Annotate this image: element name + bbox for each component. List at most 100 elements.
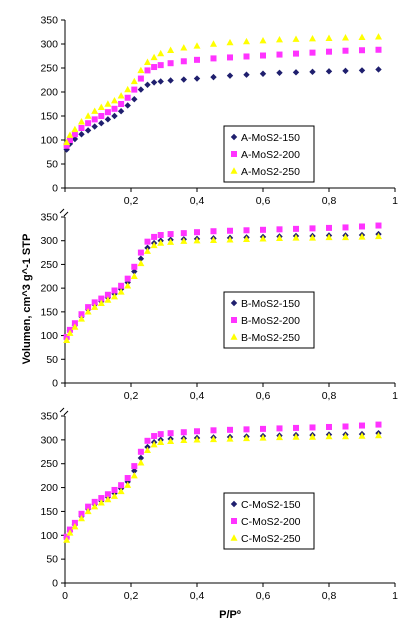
data-point (97, 299, 105, 307)
data-point (104, 291, 111, 298)
series-C-MoS2-200 (63, 421, 382, 540)
data-point (259, 70, 267, 77)
data-point (78, 510, 85, 517)
data-point (117, 92, 125, 99)
legend: B-MoS2-150 B-MoS2-200 B-MoS2-250 (223, 291, 315, 349)
data-point (243, 53, 250, 60)
x-tick-label: 1 (392, 195, 398, 207)
y-tick-label: 250 (40, 259, 58, 271)
data-point (260, 52, 266, 59)
data-point (137, 75, 144, 82)
data-point (358, 33, 366, 40)
y-tick-label: 100 (40, 330, 58, 342)
data-point (243, 227, 250, 234)
x-tick-label: 0 (62, 590, 68, 602)
data-point (91, 303, 99, 310)
data-point (309, 49, 316, 56)
data-point (84, 112, 92, 119)
data-point (293, 225, 299, 232)
legend-marker (231, 151, 237, 157)
series-B-MoS2-150 (63, 230, 382, 342)
legend-label: A-MoS2-150 (241, 132, 300, 144)
y-tick-label: 300 (40, 235, 58, 247)
data-point (276, 234, 283, 242)
x-tick-label: 1 (392, 390, 398, 402)
y-tick-label: 50 (46, 554, 58, 566)
data-point (131, 263, 138, 270)
data-point (193, 75, 201, 82)
data-point (210, 236, 217, 243)
data-point (342, 423, 349, 430)
data-point (78, 118, 85, 125)
data-point (342, 47, 349, 54)
x-tick-label: 0,6 (256, 390, 271, 402)
axis-break-mark (59, 407, 69, 416)
data-point (180, 76, 187, 83)
x-tick-label: 0,4 (190, 390, 205, 402)
data-point (293, 424, 299, 431)
data-point (137, 448, 144, 455)
data-point (91, 299, 98, 306)
data-point (117, 288, 125, 295)
data-point (130, 471, 138, 479)
data-point (276, 433, 283, 441)
data-point (359, 223, 365, 230)
data-point (118, 482, 125, 489)
x-tick-label: 0,8 (322, 195, 337, 207)
legend-box (223, 125, 315, 183)
data-point (157, 239, 165, 246)
data-point (66, 140, 74, 148)
legend-marker (230, 333, 238, 340)
legend-label: A-MoS2-200 (241, 149, 300, 161)
series-B-MoS2-250 (63, 232, 382, 344)
data-point (180, 230, 187, 237)
x-tick-label: 0,2 (124, 195, 139, 207)
data-point (180, 58, 187, 65)
legend-label: C-MoS2-200 (241, 516, 301, 528)
data-point (85, 304, 92, 311)
x-tick-label: 0,2 (124, 390, 139, 402)
x-tick-label: 0,8 (322, 390, 337, 402)
data-point (137, 459, 145, 466)
data-point (84, 308, 92, 315)
data-point (375, 431, 382, 439)
y-tick-label: 100 (40, 530, 58, 542)
data-point (157, 62, 164, 69)
chart-panel-3: 0 50 100 150 200 250 300 350 0 0,2 0,4 0,6 0,8 1 C-MoS… (40, 407, 398, 602)
data-point (131, 86, 138, 93)
data-point (71, 125, 79, 133)
legend-label: B-MoS2-200 (241, 315, 300, 327)
data-point (260, 226, 266, 233)
legend-marker (230, 299, 238, 307)
data-point (227, 426, 233, 433)
data-point (375, 421, 382, 428)
data-point (226, 435, 234, 442)
data-point (124, 282, 132, 289)
data-point (292, 234, 300, 241)
data-point (193, 436, 201, 443)
data-point (342, 34, 349, 41)
data-point (78, 514, 85, 522)
data-point (104, 116, 112, 123)
data-point (259, 235, 267, 242)
data-point (111, 287, 118, 294)
data-point (71, 519, 78, 526)
data-point (104, 109, 111, 116)
data-point (124, 85, 132, 93)
y-tick-label: 50 (46, 159, 58, 171)
legend-marker (230, 133, 238, 141)
y-axis-title: Volumen, cm^3 g^-1 STP (21, 234, 33, 365)
data-point (180, 237, 188, 244)
data-point (63, 336, 71, 344)
data-point (227, 227, 233, 234)
legend-marker (230, 500, 238, 508)
legend-label: C-MoS2-150 (241, 499, 301, 511)
data-point (292, 35, 300, 42)
data-point (71, 135, 79, 143)
data-point (259, 434, 267, 441)
data-point (71, 522, 79, 530)
data-point (358, 432, 366, 439)
data-point (194, 229, 200, 236)
